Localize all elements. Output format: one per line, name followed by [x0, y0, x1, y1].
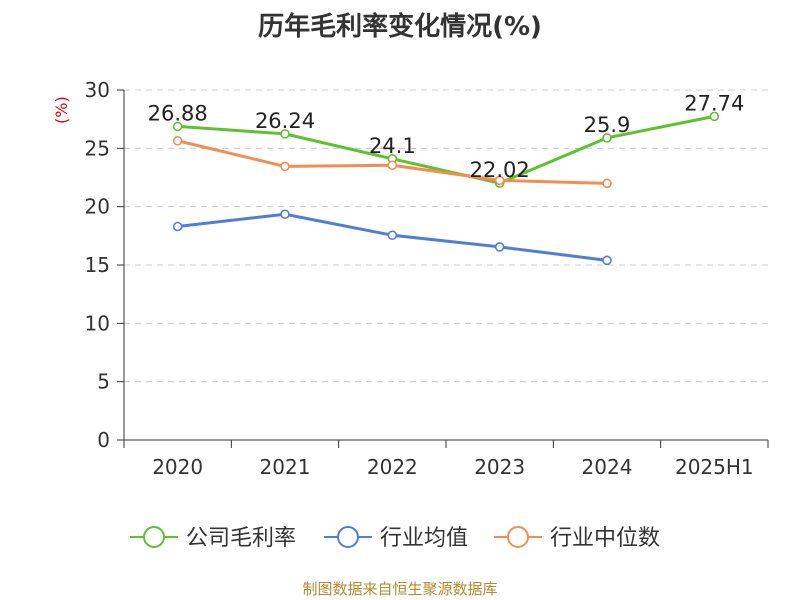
- legend-marker: [507, 526, 529, 548]
- legend-label: 行业均值: [380, 526, 468, 551]
- y-tick-label: 25: [85, 136, 110, 160]
- x-tick-label: 2023: [474, 455, 525, 479]
- data-point: [280, 129, 290, 139]
- chart-title: 历年毛利率变化情况(%): [258, 12, 542, 42]
- y-tick-label: 20: [85, 195, 110, 219]
- legend-marker: [337, 526, 359, 548]
- x-tick-label: 2022: [367, 455, 418, 479]
- y-tick-label: 5: [97, 370, 110, 394]
- y-tick-label: 0: [97, 428, 110, 452]
- data-point: [602, 133, 612, 143]
- legend-label: 公司毛利率: [186, 526, 296, 551]
- data-point: [494, 242, 505, 252]
- series-line: [177, 114, 715, 185]
- data-label: 25.9: [584, 113, 631, 137]
- x-tick-label: 2020: [152, 455, 203, 479]
- data-label: 26.24: [255, 109, 315, 133]
- data-point: [602, 178, 612, 189]
- data-label: 27.74: [684, 91, 744, 115]
- data-point: [280, 161, 290, 172]
- data-point: [172, 221, 183, 232]
- legend-marker: [143, 526, 165, 548]
- data-point: [709, 111, 720, 122]
- legend-label: 行业中位数: [550, 526, 660, 551]
- y-tick-label: 30: [85, 78, 110, 102]
- data-point: [387, 160, 398, 171]
- data-label: 26.88: [148, 101, 208, 125]
- data-point: [172, 135, 183, 146]
- data-point: [280, 209, 290, 220]
- x-tick-label: 2021: [260, 455, 311, 479]
- data-point: [172, 121, 183, 132]
- x-tick-label: 2025H1: [675, 455, 754, 479]
- y-tick-label: 10: [85, 311, 110, 335]
- data-point: [494, 175, 505, 186]
- x-tick-label: 2024: [582, 455, 633, 479]
- y-tick-label: 15: [85, 253, 110, 277]
- data-point: [387, 230, 398, 241]
- data-label: 22.02: [470, 158, 530, 182]
- data-point: [602, 255, 612, 266]
- data-label: 24.1: [369, 134, 416, 158]
- data-source-note: 制图数据来自恒生聚源数据库: [302, 580, 498, 598]
